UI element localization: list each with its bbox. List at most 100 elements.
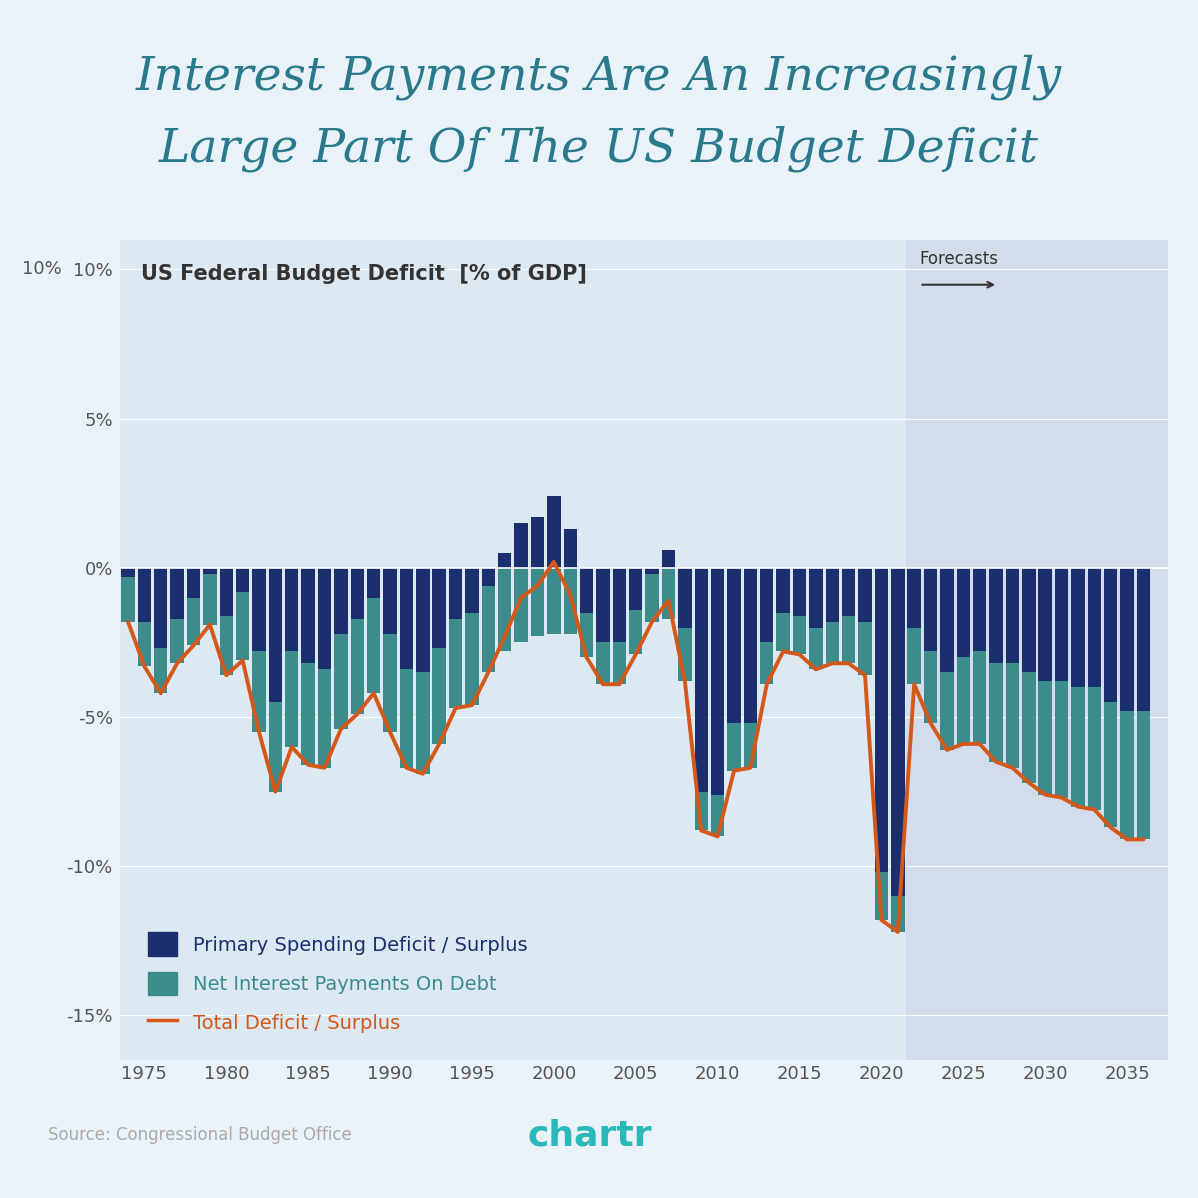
Bar (1088, 568, 1101, 688)
Bar (990, 568, 1003, 664)
Bar (760, 642, 774, 684)
Bar (727, 568, 740, 724)
Bar (924, 652, 937, 724)
Bar (498, 568, 512, 652)
Bar (793, 568, 806, 616)
Bar (334, 634, 347, 730)
Bar (449, 568, 462, 618)
Bar (629, 610, 642, 654)
Bar (727, 724, 740, 770)
Bar (1071, 688, 1084, 806)
Bar (1120, 568, 1133, 712)
Bar (302, 664, 315, 764)
Bar (334, 568, 347, 634)
Bar (891, 896, 904, 932)
Bar (236, 592, 249, 660)
Bar (580, 568, 593, 612)
Bar (170, 568, 183, 618)
Bar (317, 670, 332, 768)
Bar (1006, 664, 1019, 768)
Bar (940, 568, 954, 672)
Bar (1137, 568, 1150, 712)
Bar (482, 586, 495, 672)
Bar (597, 642, 610, 684)
Bar (858, 568, 872, 622)
Bar (400, 670, 413, 768)
Bar (268, 568, 282, 702)
Bar (612, 568, 627, 642)
Bar (253, 568, 266, 652)
Bar (744, 568, 757, 724)
Bar (678, 568, 691, 628)
Bar (1006, 568, 1019, 664)
Bar (432, 648, 446, 744)
Bar (776, 568, 789, 612)
Text: Forecasts: Forecasts (919, 250, 998, 268)
Bar (1105, 568, 1118, 702)
Bar (547, 496, 561, 568)
Bar (351, 618, 364, 714)
Bar (317, 568, 332, 670)
Bar (465, 612, 479, 706)
Bar (891, 568, 904, 896)
Bar (416, 672, 430, 774)
Bar (138, 622, 151, 666)
Bar (187, 568, 200, 598)
Bar (695, 792, 708, 830)
Bar (514, 568, 528, 642)
Bar (924, 568, 937, 652)
Legend: Primary Spending Deficit / Surplus, Net Interest Payments On Debt, Total Deficit: Primary Spending Deficit / Surplus, Net … (140, 925, 536, 1042)
Bar (875, 568, 888, 872)
Bar (187, 598, 200, 646)
Bar (285, 568, 298, 652)
Bar (531, 518, 544, 568)
Bar (531, 568, 544, 636)
Bar (744, 724, 757, 768)
Bar (1088, 688, 1101, 810)
Bar (825, 622, 839, 664)
Bar (383, 568, 397, 634)
Bar (1022, 568, 1035, 672)
Bar (646, 568, 659, 574)
Bar (155, 568, 168, 648)
Bar (432, 568, 446, 648)
Bar (351, 568, 364, 618)
Bar (776, 612, 789, 652)
Bar (760, 568, 774, 642)
Text: US Federal Budget Deficit  [% of GDP]: US Federal Budget Deficit [% of GDP] (141, 265, 587, 284)
Bar (858, 622, 872, 676)
Bar (940, 672, 954, 750)
Bar (678, 628, 691, 682)
Bar (367, 568, 381, 598)
Bar (1055, 568, 1069, 682)
Bar (710, 794, 725, 836)
Bar (285, 652, 298, 746)
Bar (367, 598, 381, 694)
Bar (906, 240, 1168, 1060)
Bar (1022, 672, 1035, 782)
Bar (482, 568, 495, 586)
Bar (219, 568, 232, 616)
Bar (563, 530, 577, 568)
Bar (302, 568, 315, 664)
Bar (498, 553, 512, 568)
Bar (710, 568, 725, 794)
Bar (809, 628, 823, 670)
Bar (825, 568, 839, 622)
Bar (121, 568, 134, 576)
Text: 10%: 10% (23, 260, 62, 278)
Bar (842, 616, 855, 664)
Bar (1137, 712, 1150, 840)
Bar (973, 652, 986, 744)
Bar (170, 618, 183, 664)
Bar (138, 568, 151, 622)
Bar (661, 568, 676, 618)
Bar (597, 568, 610, 642)
Text: Interest Payments Are An Increasingly: Interest Payments Are An Increasingly (135, 54, 1063, 99)
Bar (1055, 682, 1069, 798)
Bar (956, 568, 970, 658)
Bar (990, 664, 1003, 762)
Bar (416, 568, 430, 672)
Bar (253, 652, 266, 732)
Bar (661, 550, 676, 568)
